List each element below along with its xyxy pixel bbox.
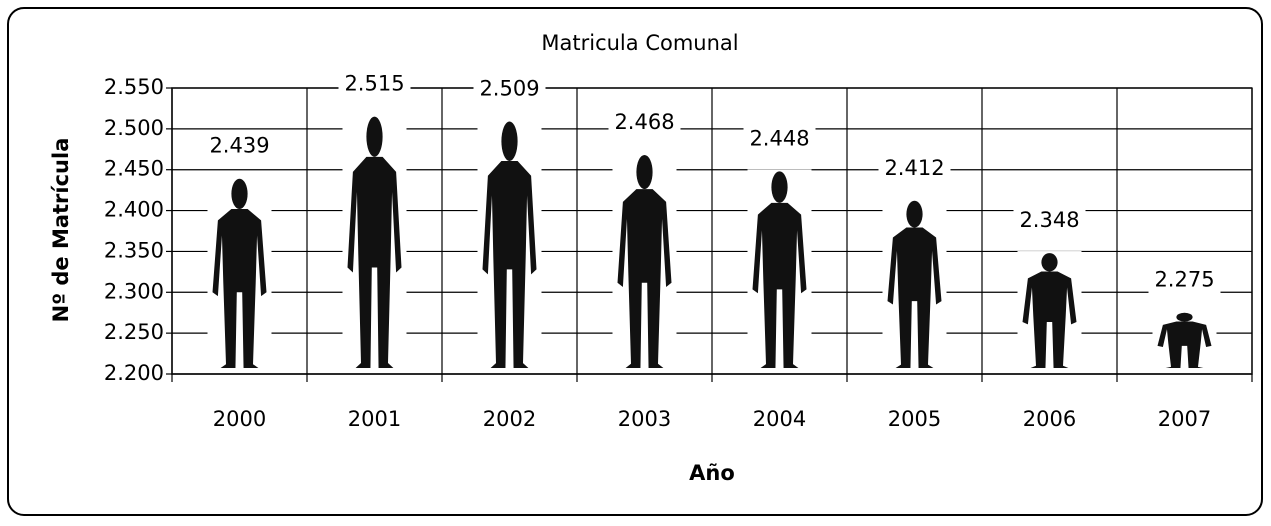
value-label: 2.509 [479, 77, 539, 101]
value-label: 2.412 [884, 156, 944, 180]
y-axis-label: Nº de Matrícula [49, 138, 73, 323]
x-tick-label: 2000 [213, 407, 266, 431]
chart-title: Matricula Comunal [541, 31, 738, 55]
x-tick-label: 2007 [1158, 407, 1211, 431]
person-figure [1153, 311, 1217, 368]
value-label: 2.468 [614, 110, 674, 134]
figure-head [501, 122, 517, 161]
figure-head [231, 179, 247, 209]
value-label: 2.448 [749, 126, 809, 150]
y-tick-label: 2.450 [104, 157, 164, 181]
person-figure [208, 177, 272, 368]
x-tick-label: 2001 [348, 407, 401, 431]
y-tick-label: 2.350 [104, 238, 164, 262]
x-axis-label: Año [689, 461, 735, 485]
y-tick-label: 2.300 [104, 279, 164, 303]
y-tick-label: 2.500 [104, 116, 164, 140]
figure-head [636, 155, 652, 189]
person-figure [613, 153, 677, 368]
figure-head [906, 201, 922, 228]
figure-head [771, 171, 787, 202]
person-figure [343, 115, 407, 368]
x-tick-label: 2006 [1023, 407, 1076, 431]
y-tick-label: 2.550 [104, 75, 164, 99]
person-figure [883, 199, 947, 368]
x-tick-label: 2004 [753, 407, 806, 431]
person-figure [748, 169, 812, 368]
value-label: 2.515 [344, 72, 404, 96]
person-figure [1018, 251, 1082, 368]
figure-head [1041, 253, 1057, 271]
chart: Matricula Comunal Año Nº de Matrícula 2.… [0, 0, 1271, 522]
figure-head [1176, 313, 1192, 322]
person-figure [478, 120, 542, 368]
y-tick-label: 2.200 [104, 361, 164, 385]
y-tick-label: 2.400 [104, 198, 164, 222]
y-tick-label: 2.250 [104, 320, 164, 344]
value-label: 2.275 [1154, 268, 1214, 292]
value-label: 2.348 [1019, 208, 1079, 232]
value-label: 2.439 [209, 134, 269, 158]
x-tick-label: 2002 [483, 407, 536, 431]
x-tick-label: 2003 [618, 407, 671, 431]
x-tick-label: 2005 [888, 407, 941, 431]
figure-head [366, 117, 382, 157]
